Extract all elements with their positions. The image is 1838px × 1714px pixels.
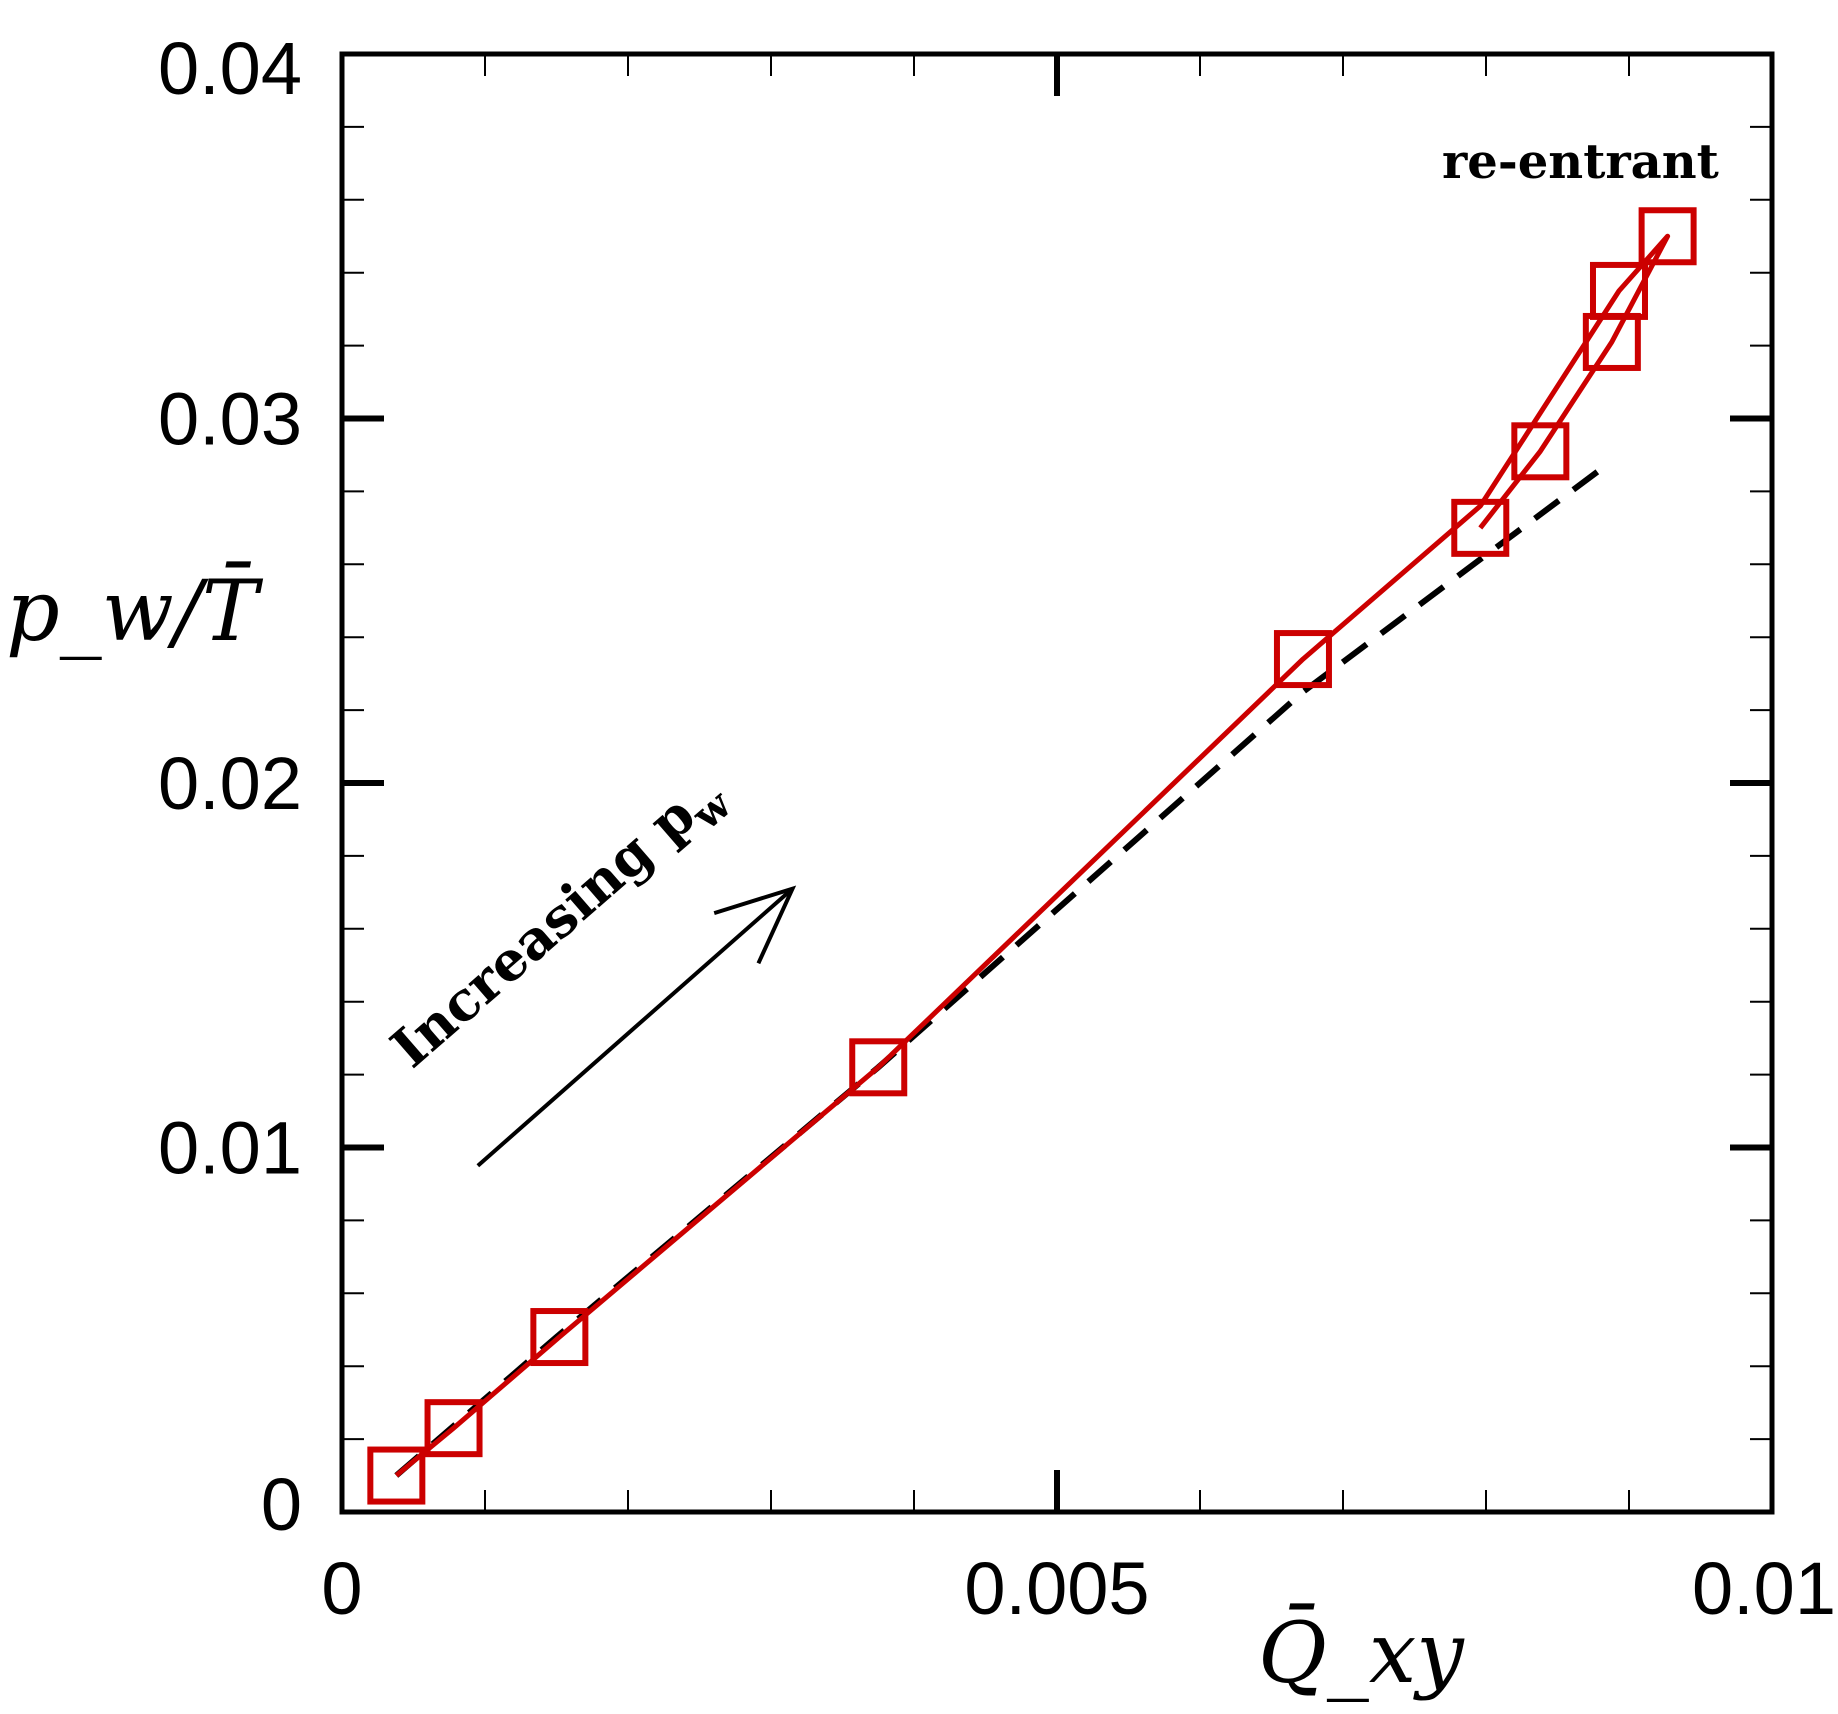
data-point-marker (367, 1446, 426, 1505)
data-point-marker (1451, 498, 1510, 557)
red-series (367, 207, 1697, 1505)
red-series-line (394, 233, 1671, 1478)
annotations (476, 885, 797, 1168)
increasing-annotation: Increasing pw (379, 759, 742, 1088)
data-point-marker (1589, 261, 1648, 320)
y-tick-label: 0.01 (158, 1107, 302, 1190)
plot-frame-rect (339, 51, 1775, 1515)
y-tick-label: 0.04 (158, 27, 302, 110)
x-tick-label: 0.01 (1692, 1547, 1836, 1630)
y-axis-title-main: p_w/T̄ (6, 561, 264, 660)
plot-frame (339, 51, 1775, 1515)
increasing-arrow-shaft (476, 887, 794, 1168)
y-tick-label: 0.03 (158, 378, 302, 461)
axis-ticks (342, 54, 1772, 1512)
y-axis-title-text: p_w/T̄ (6, 561, 264, 660)
y-axis-title: p_w/T̄ (6, 561, 264, 660)
y-tick-label: 0 (261, 1463, 302, 1546)
increasing-arrow-head (713, 885, 797, 965)
x-tick-label: 0.005 (964, 1547, 1149, 1630)
increasing-label: Increasing pw (379, 759, 742, 1088)
x-tick-label: 0 (321, 1547, 362, 1630)
data-point-marker (530, 1308, 589, 1367)
data-point-marker (1638, 207, 1697, 266)
x-axis-title-text: Q̄_xy (1258, 1603, 1465, 1702)
increasing-text: Increasing p (379, 782, 708, 1079)
data-point-marker (1273, 630, 1332, 689)
data-point-marker (849, 1038, 908, 1097)
data-point-marker (1511, 422, 1570, 481)
y-tick-label: 0.02 (158, 742, 302, 825)
x-axis-title: Q̄_xy (1258, 1603, 1465, 1702)
data-point-marker (424, 1399, 483, 1458)
tick-labels: 0 0.005 0.01 0 0.01 0.02 0.03 0.04 (158, 27, 1836, 1630)
minor-ticks (342, 54, 1772, 1512)
reentrant-label: re-entrant (1442, 134, 1719, 190)
